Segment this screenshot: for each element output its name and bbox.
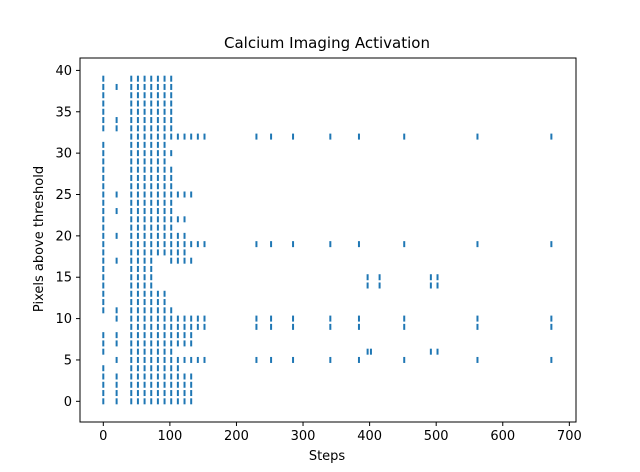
y-tick-label: 30 [55, 147, 72, 162]
x-tick-label: 400 [357, 429, 382, 444]
y-tick-label: 15 [55, 271, 72, 286]
x-tick-label: 700 [557, 429, 582, 444]
y-tick-label: 0 [64, 395, 72, 410]
x-tick-label: 100 [157, 429, 182, 444]
y-tick-label: 35 [55, 105, 72, 120]
x-tick-label: 0 [99, 429, 107, 444]
y-tick-label: 40 [55, 64, 72, 79]
y-tick-label: 5 [64, 353, 72, 368]
x-tick-label: 200 [224, 429, 249, 444]
x-tick-label: 600 [490, 429, 515, 444]
y-tick-label: 20 [55, 229, 72, 244]
y-axis-label: Pixels above threshold [32, 166, 47, 312]
x-tick-label: 300 [291, 429, 316, 444]
y-axis: 0 5 10 15 20 25 30 35 40 [55, 64, 80, 410]
x-axis: 0 100 200 300 400 500 600 700 [99, 422, 582, 444]
y-tick-label: 10 [55, 312, 72, 327]
x-axis-label: Steps [309, 449, 346, 464]
chart-marks [102, 75, 553, 405]
chart-title: Calcium Imaging Activation [224, 34, 430, 52]
y-tick-label: 25 [55, 188, 72, 203]
plot-frame [79, 57, 577, 423]
x-tick-label: 500 [424, 429, 449, 444]
